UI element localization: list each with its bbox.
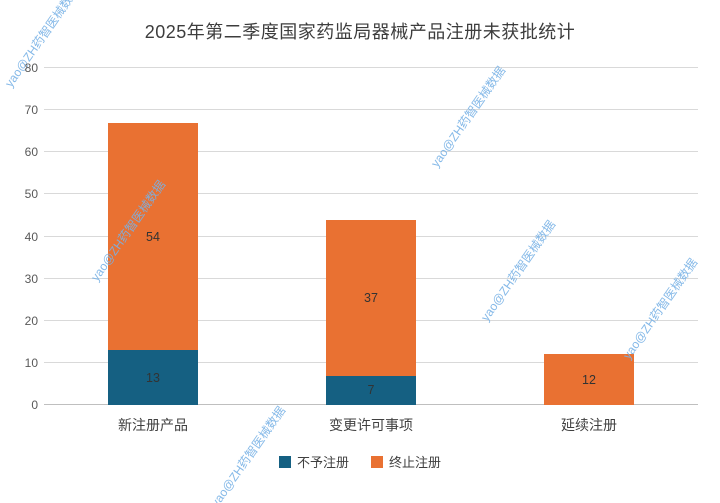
y-tick-label: 70	[24, 103, 38, 118]
gridline	[44, 67, 698, 68]
bar-data-label: 12	[582, 372, 596, 387]
legend-label: 终止注册	[389, 455, 442, 470]
y-tick-label: 20	[24, 313, 38, 328]
category-label: 变更许可事项	[329, 417, 413, 433]
chart-title: 2025年第二季度国家药监局器械产品注册未获批统计	[144, 22, 576, 42]
y-tick-label: 80	[24, 61, 38, 75]
bar-data-label: 54	[146, 229, 160, 244]
bar-data-label: 7	[367, 383, 375, 398]
gridline	[44, 193, 698, 195]
plot-area: 13 54 7 37 12	[44, 67, 698, 405]
bar-segment: 13	[108, 350, 198, 405]
gridline	[44, 109, 698, 111]
bar-segment: 54	[108, 122, 198, 351]
x-axis: 新注册产品 变更许可事项 延续注册	[0, 415, 720, 437]
y-tick-label: 30	[24, 271, 38, 286]
y-tick-label: 50	[24, 187, 38, 202]
gridline	[44, 151, 698, 153]
bar-data-label: 13	[146, 370, 160, 385]
y-tick-label: 10	[24, 355, 38, 370]
legend: 不予注册 终止注册	[0, 452, 720, 471]
category-label: 延续注册	[561, 417, 617, 433]
y-tick-label: 0	[31, 398, 38, 412]
category-label: 新注册产品	[118, 417, 188, 433]
y-tick-label: 60	[24, 145, 38, 160]
bar-segment: 37	[326, 219, 416, 376]
legend-item: 终止注册	[371, 452, 441, 471]
bar-segment: 12	[544, 354, 634, 405]
legend-label: 不予注册	[296, 455, 349, 470]
legend-swatch	[278, 455, 291, 468]
bar-segment: 7	[326, 375, 416, 405]
legend-swatch	[371, 455, 383, 468]
y-tick-label: 40	[24, 229, 38, 244]
legend-item: 不予注册	[278, 452, 349, 471]
bar-data-label: 37	[364, 290, 378, 305]
